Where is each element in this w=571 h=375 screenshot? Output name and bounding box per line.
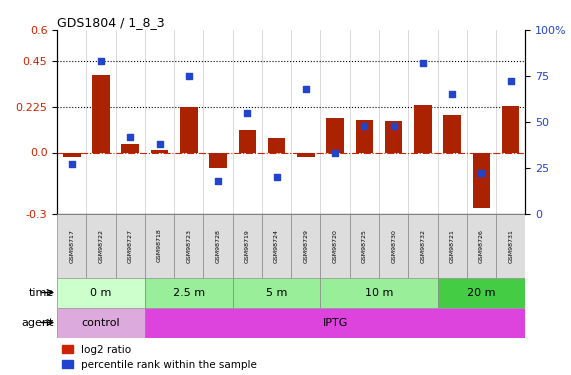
Point <box>360 123 369 129</box>
Point <box>272 174 281 180</box>
Text: IPTG: IPTG <box>323 318 348 327</box>
Bar <box>437 214 467 278</box>
Text: agent: agent <box>22 318 54 327</box>
Text: 2.5 m: 2.5 m <box>172 288 205 297</box>
Point <box>477 170 486 176</box>
Bar <box>174 214 203 278</box>
Bar <box>239 130 256 153</box>
Text: GSM98718: GSM98718 <box>157 229 162 262</box>
Text: time: time <box>29 288 54 297</box>
Bar <box>291 214 320 278</box>
Text: GSM98728: GSM98728 <box>215 229 220 262</box>
Bar <box>233 214 262 278</box>
Bar <box>203 214 233 278</box>
Text: GSM98729: GSM98729 <box>303 229 308 262</box>
Text: GSM98732: GSM98732 <box>420 229 425 262</box>
Text: GSM98722: GSM98722 <box>98 229 103 262</box>
Text: GDS1804 / 1_8_3: GDS1804 / 1_8_3 <box>57 16 164 29</box>
Bar <box>268 138 286 153</box>
Text: GSM98731: GSM98731 <box>508 229 513 262</box>
Bar <box>437 278 525 308</box>
Text: GSM98725: GSM98725 <box>362 229 367 262</box>
Text: GSM98720: GSM98720 <box>332 229 337 262</box>
Point <box>155 141 164 147</box>
Bar <box>145 214 174 278</box>
Text: GSM98724: GSM98724 <box>274 229 279 262</box>
Text: control: control <box>82 318 120 327</box>
Text: 5 m: 5 m <box>266 288 287 297</box>
Point <box>506 78 515 84</box>
Bar <box>502 105 520 153</box>
Point <box>448 92 457 98</box>
Bar <box>262 214 291 278</box>
Bar <box>350 214 379 278</box>
Text: GSM98726: GSM98726 <box>479 229 484 262</box>
Bar <box>233 278 320 308</box>
Bar <box>297 153 315 157</box>
Bar <box>467 214 496 278</box>
Bar <box>385 121 403 153</box>
Text: 0 m: 0 m <box>90 288 112 297</box>
Point <box>214 178 223 184</box>
Point <box>389 123 398 129</box>
Bar <box>320 214 350 278</box>
Bar <box>496 214 525 278</box>
Bar <box>414 105 432 153</box>
Point <box>126 134 135 140</box>
Legend: log2 ratio, percentile rank within the sample: log2 ratio, percentile rank within the s… <box>62 345 257 370</box>
Point <box>419 60 428 66</box>
Bar <box>145 308 525 338</box>
Bar <box>115 214 145 278</box>
Text: GSM98723: GSM98723 <box>186 229 191 262</box>
Bar <box>327 118 344 153</box>
Bar <box>444 115 461 153</box>
Bar <box>408 214 437 278</box>
Bar <box>379 214 408 278</box>
Point <box>96 58 106 64</box>
Bar <box>86 214 115 278</box>
Text: 10 m: 10 m <box>365 288 393 297</box>
Bar <box>93 75 110 153</box>
Text: GSM98727: GSM98727 <box>128 229 133 262</box>
Text: GSM98730: GSM98730 <box>391 229 396 262</box>
Bar <box>473 153 490 208</box>
Bar <box>145 278 233 308</box>
Bar <box>57 214 86 278</box>
Text: GSM98717: GSM98717 <box>69 229 74 262</box>
Bar <box>320 278 437 308</box>
Point <box>301 86 311 92</box>
Bar <box>63 153 81 157</box>
Point <box>184 73 194 79</box>
Bar <box>122 144 139 153</box>
Text: GSM98719: GSM98719 <box>245 229 250 262</box>
Bar <box>180 106 198 153</box>
Bar <box>57 278 145 308</box>
Point <box>243 110 252 116</box>
Text: 20 m: 20 m <box>467 288 496 297</box>
Bar <box>57 308 145 338</box>
Bar <box>356 120 373 153</box>
Point <box>331 150 340 156</box>
Bar <box>209 153 227 168</box>
Text: GSM98721: GSM98721 <box>449 229 455 262</box>
Bar <box>151 150 168 153</box>
Point <box>67 161 77 167</box>
